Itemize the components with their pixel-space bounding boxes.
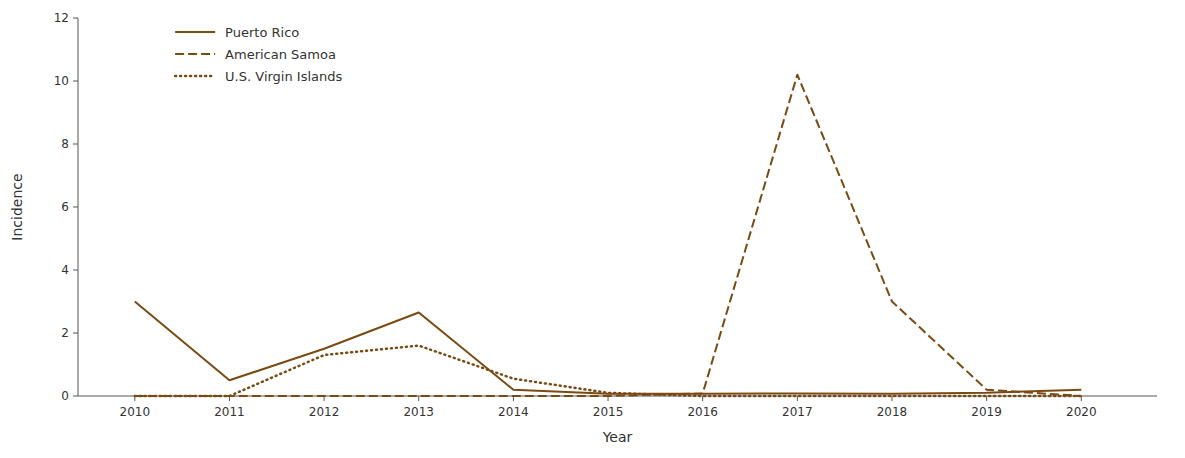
y-tick — [73, 144, 78, 145]
x-axis-label: Year — [602, 429, 633, 445]
x-tick — [986, 396, 987, 401]
x-axis: 2010 2011 2012 2013 2014 2015 2016 2017 2018 2019… — [120, 396, 1097, 419]
legend-swatch — [175, 53, 215, 55]
y-tick — [73, 333, 78, 334]
y-tick-label: 10 — [54, 74, 69, 88]
x-tick-label: 2011 — [214, 405, 245, 419]
x-tick — [418, 396, 419, 401]
y-tick — [73, 270, 78, 271]
x-tick — [797, 396, 798, 401]
x-tick-label: 2019 — [971, 405, 1002, 419]
y-tick-label: 6 — [61, 200, 69, 214]
x-tick-label: 2013 — [403, 405, 434, 419]
series-line — [135, 75, 1081, 396]
x-tick-label: 2016 — [687, 405, 718, 419]
y-tick-label: 12 — [54, 11, 69, 25]
legend-swatch — [175, 31, 215, 33]
y-axis-label: Incidence — [9, 173, 25, 240]
series-line — [135, 346, 1081, 396]
y-axis: 0 2 4 6 8 10 12 — [54, 11, 78, 403]
legend-label: U.S. Virgin Islands — [225, 69, 342, 84]
legend-swatch — [175, 75, 215, 78]
legend-label: American Samoa — [225, 47, 336, 62]
y-tick-label: 8 — [61, 137, 69, 151]
y-tick — [73, 81, 78, 82]
x-tick-label: 2012 — [309, 405, 340, 419]
series-line — [135, 302, 1081, 394]
x-tick-label: 2020 — [1066, 405, 1097, 419]
legend: Puerto Rico American Samoa U.S. Virgin Isl… — [175, 25, 342, 84]
x-tick-label: 2014 — [498, 405, 529, 419]
x-tick-label: 2010 — [120, 405, 151, 419]
y-tick — [73, 18, 78, 19]
x-tick — [891, 396, 892, 401]
chart-svg: 2010201120122013201420152016201720182019… — [0, 0, 1185, 458]
x-tick-label: 2018 — [877, 405, 908, 419]
y-tick-label: 4 — [61, 263, 69, 277]
x-tick — [702, 396, 703, 401]
lines — [135, 75, 1081, 396]
legend-label: Puerto Rico — [225, 25, 299, 40]
y-tick-label: 0 — [61, 389, 69, 403]
y-tick — [73, 207, 78, 208]
y-tick — [73, 396, 78, 397]
x-tick-label: 2017 — [782, 405, 813, 419]
y-tick-label: 2 — [61, 326, 69, 340]
x-tick-label: 2015 — [593, 405, 624, 419]
chart-container: 2010201120122013201420152016201720182019… — [0, 0, 1185, 458]
